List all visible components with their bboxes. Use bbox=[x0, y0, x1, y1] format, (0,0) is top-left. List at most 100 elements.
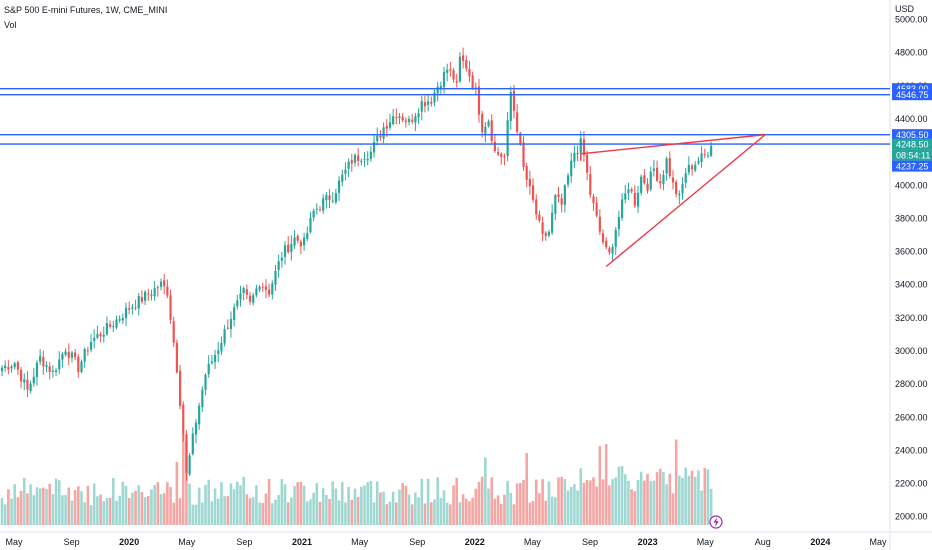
volume-bar bbox=[360, 486, 363, 525]
candle-body bbox=[401, 116, 404, 121]
volume-bar bbox=[121, 481, 125, 525]
volume-bar bbox=[531, 500, 535, 525]
candle-body bbox=[255, 288, 258, 296]
candle-body bbox=[366, 158, 369, 161]
volume-bar bbox=[643, 480, 646, 525]
volume-bar bbox=[315, 483, 319, 525]
volume-bar bbox=[375, 481, 379, 525]
volume-bar bbox=[678, 475, 681, 525]
volume-bar bbox=[471, 497, 474, 525]
candle-body bbox=[328, 195, 331, 201]
volume-bar bbox=[264, 493, 268, 525]
candle-body bbox=[296, 235, 299, 241]
candle-body bbox=[194, 422, 198, 435]
candle-body bbox=[427, 101, 430, 105]
volume-bar bbox=[175, 462, 179, 525]
candle-body bbox=[525, 166, 528, 180]
candle-body bbox=[468, 68, 471, 77]
volume-bar bbox=[582, 482, 586, 525]
volume-bar bbox=[484, 457, 487, 525]
candle-body bbox=[77, 356, 80, 372]
volume-bar bbox=[280, 479, 284, 525]
volume-bar bbox=[29, 484, 32, 525]
x-tick-label: 2022 bbox=[465, 537, 485, 547]
x-tick-label: Sep bbox=[582, 537, 598, 547]
volume-bar bbox=[627, 480, 630, 525]
bolt-icon[interactable] bbox=[709, 515, 723, 529]
volume-bar bbox=[414, 492, 417, 525]
candle-body bbox=[86, 350, 89, 352]
x-tick-label: 2021 bbox=[292, 537, 312, 547]
candle-body bbox=[544, 232, 547, 236]
volume-bar bbox=[452, 485, 455, 525]
volume-bar bbox=[248, 498, 252, 525]
candle-body bbox=[159, 281, 163, 287]
candle-body bbox=[649, 171, 652, 190]
volume-bar bbox=[274, 499, 277, 525]
x-tick-label: Aug bbox=[755, 537, 771, 547]
volume-bar bbox=[283, 484, 287, 525]
x-tick-label: Sep bbox=[409, 537, 425, 547]
candle-body bbox=[166, 286, 169, 296]
volume-bar bbox=[54, 478, 58, 525]
candle-body bbox=[10, 366, 13, 369]
candle-body bbox=[325, 195, 328, 201]
candle-body bbox=[4, 365, 7, 369]
candle-body bbox=[213, 355, 217, 363]
candle-body bbox=[341, 174, 344, 182]
candle-body bbox=[633, 193, 636, 206]
candle-body bbox=[547, 231, 551, 236]
candle-body bbox=[566, 175, 570, 185]
volume-bar bbox=[220, 482, 223, 525]
candle-body bbox=[608, 248, 611, 253]
volume-bar bbox=[649, 480, 653, 525]
price-badge bbox=[892, 138, 932, 150]
volume-bar bbox=[7, 489, 10, 525]
y-tick-label: 2400.00 bbox=[895, 445, 928, 455]
volume-bar bbox=[499, 503, 503, 525]
volume-bar bbox=[515, 483, 519, 525]
candle-body bbox=[372, 142, 376, 153]
volume-bar bbox=[668, 473, 672, 525]
volume-bar bbox=[140, 492, 144, 525]
price-badge bbox=[892, 129, 932, 141]
volume-bar bbox=[449, 504, 452, 525]
candle-body bbox=[407, 118, 411, 123]
candle-body bbox=[411, 119, 414, 122]
volume-bar bbox=[255, 485, 258, 525]
candle-body bbox=[23, 379, 26, 383]
volume-bar bbox=[178, 498, 182, 525]
volume-bar bbox=[232, 489, 236, 525]
candle-body bbox=[659, 181, 662, 184]
candle-body bbox=[560, 198, 563, 205]
volume-bar bbox=[331, 481, 335, 525]
volume-bar bbox=[455, 477, 459, 525]
candle-body bbox=[528, 178, 531, 187]
price-badge bbox=[892, 149, 932, 161]
candle-body bbox=[105, 322, 109, 335]
volume-bar bbox=[547, 481, 551, 525]
volume-bar bbox=[112, 478, 115, 525]
volume-bar bbox=[576, 490, 579, 525]
volume-bar bbox=[569, 487, 573, 525]
candle-body bbox=[7, 367, 10, 370]
volume-bar bbox=[83, 502, 86, 525]
candle-body bbox=[436, 86, 439, 94]
volume-bar bbox=[156, 482, 160, 525]
volume-bar bbox=[687, 475, 691, 525]
candle-body bbox=[64, 351, 67, 355]
candle-body bbox=[353, 154, 357, 163]
candle-body bbox=[233, 307, 236, 320]
candle-body bbox=[210, 361, 213, 364]
candle-body bbox=[570, 160, 573, 177]
volume-bar bbox=[474, 488, 478, 525]
candle-body bbox=[630, 189, 633, 192]
candle-body bbox=[45, 365, 48, 367]
volume-bar bbox=[372, 502, 376, 525]
y-tick-label: 4800.00 bbox=[895, 48, 928, 58]
volume-bar bbox=[655, 472, 659, 525]
volume-bar bbox=[420, 478, 424, 525]
candle-body bbox=[601, 233, 605, 243]
